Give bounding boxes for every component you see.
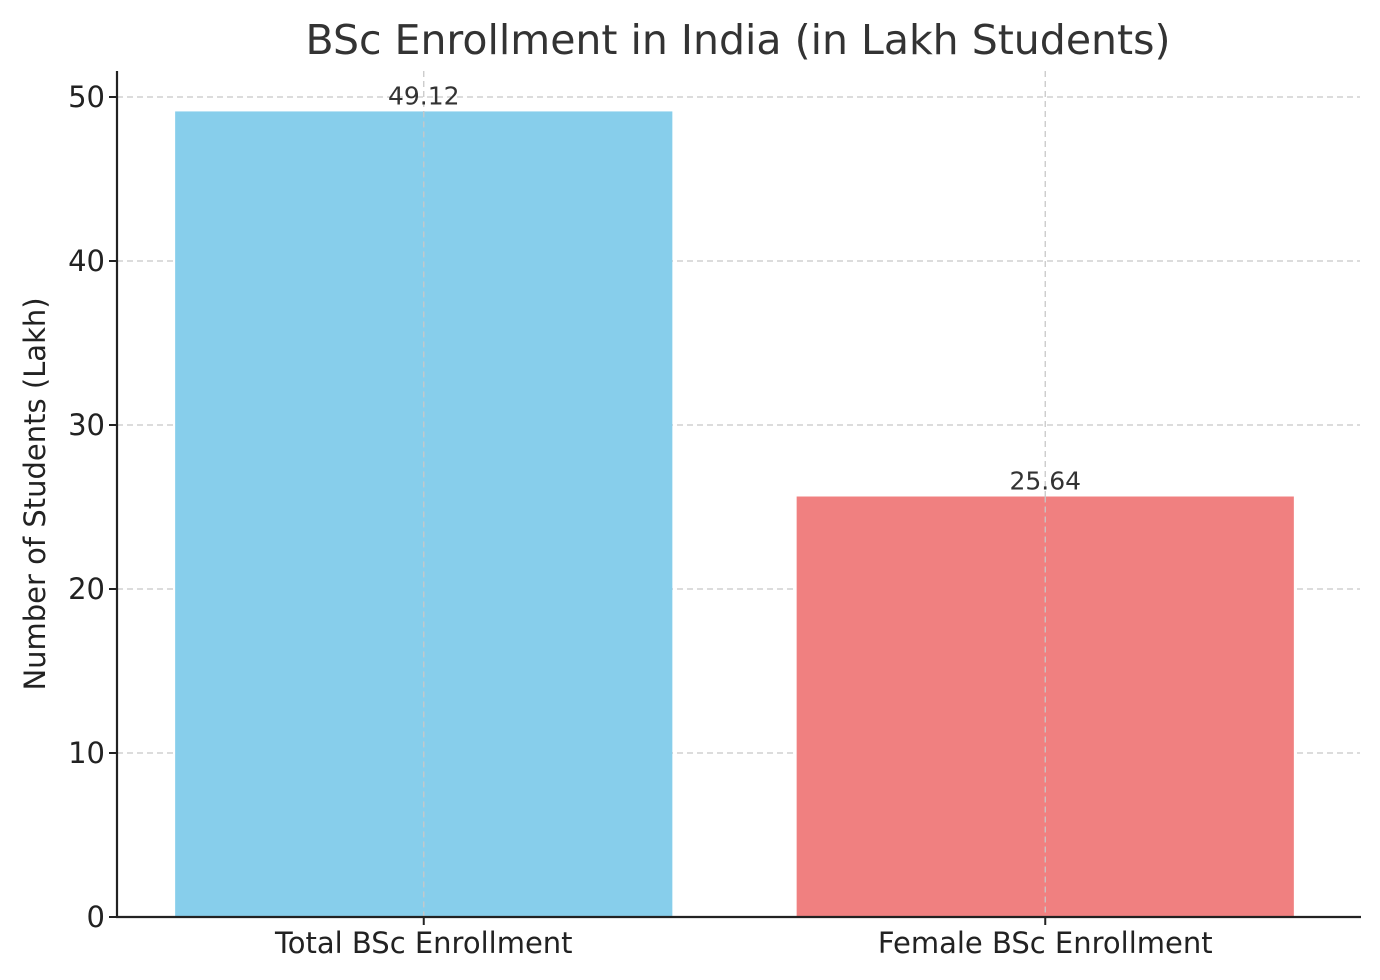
x-ticks: Total BSc Enrollment Female BSc Enrollmen… — [274, 917, 1213, 960]
y-tick-label: 20 — [68, 572, 105, 606]
axes — [115, 71, 1361, 919]
y-tick-label: 0 — [87, 900, 105, 934]
chart-title: BSc Enrollment in India (in Lakh Student… — [306, 16, 1171, 64]
bars — [175, 111, 1294, 917]
y-ticks: 0 10 20 30 40 50 — [68, 80, 117, 934]
y-tick-label: 10 — [68, 736, 105, 770]
y-tick-label: 40 — [68, 244, 105, 278]
y-axis-label: Number of Students (Lakh) — [18, 297, 52, 690]
x-gridlines-overlay — [423, 111, 1046, 917]
data-labels: 49.12 25.64 — [388, 81, 1081, 495]
bar-value-label: 25.64 — [1009, 467, 1081, 496]
x-tick-label: Total BSc Enrollment — [274, 926, 573, 960]
x-tick-label: Female BSc Enrollment — [878, 926, 1213, 960]
y-tick-label: 30 — [68, 408, 105, 442]
y-tick-label: 50 — [68, 80, 105, 114]
bar-value-label: 49.12 — [388, 81, 460, 110]
